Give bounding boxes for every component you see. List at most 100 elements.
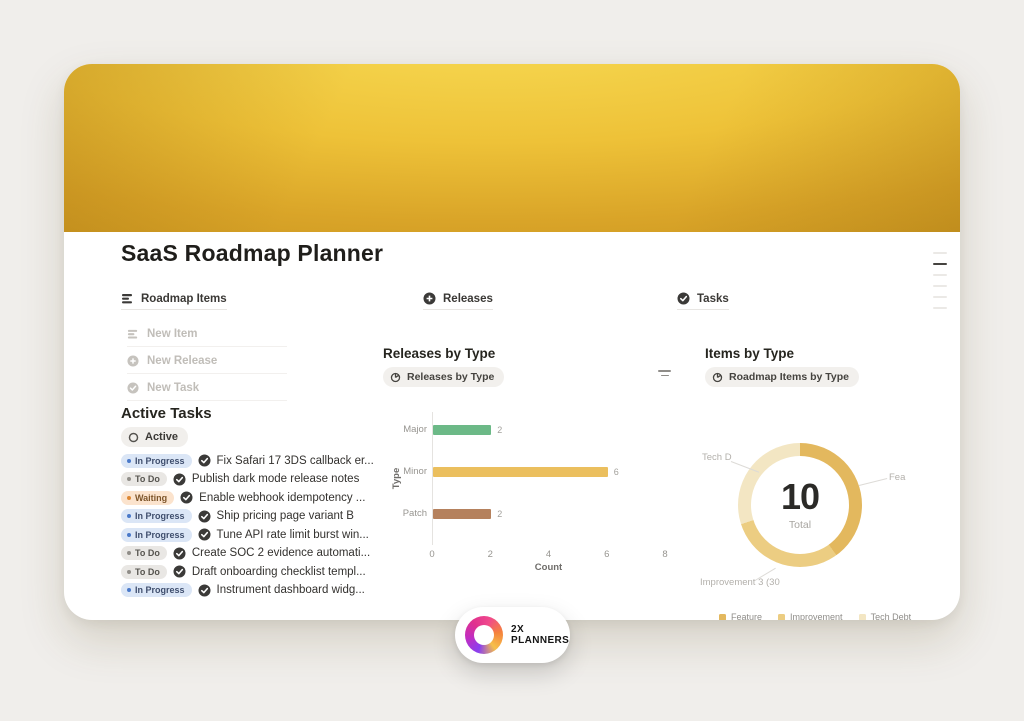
pie-chart-icon — [712, 372, 723, 382]
check-circle-icon — [173, 473, 186, 485]
new-item-button[interactable]: New Item — [127, 326, 287, 347]
donut-callout-improvement: Improvement 3 (30 — [700, 577, 780, 588]
task-row[interactable]: To Do Create SOC 2 evidence automati... — [121, 545, 381, 562]
task-row[interactable]: To Do Draft onboarding checklist templ..… — [121, 563, 381, 580]
task-title: Create SOC 2 evidence automati... — [191, 547, 371, 559]
task-row[interactable]: In Progress Fix Safari 17 3DS callback e… — [121, 452, 381, 469]
tab-label: Releases — [443, 292, 493, 305]
check-circle-icon — [677, 292, 690, 305]
bar-major — [433, 425, 492, 435]
table-of-contents-indicator[interactable] — [933, 252, 947, 309]
tab-label: Tasks — [697, 292, 729, 305]
task-row[interactable]: To Do Publish dark mode release notes — [121, 471, 381, 488]
items-chart-chip[interactable]: Roadmap Items by Type — [705, 367, 860, 387]
releases-chip-label: Releases by Type — [407, 371, 495, 383]
legend-item-feature: Feature — [719, 612, 762, 620]
items-donut-chart: 10 Total — [738, 443, 862, 567]
releases-chart-chip[interactable]: Releases by Type — [383, 367, 505, 387]
x-tick-label: 8 — [662, 549, 668, 560]
bar-minor — [433, 467, 608, 477]
task-title: Enable webhook idempotency ... — [199, 491, 366, 504]
legend-swatch-icon — [858, 613, 866, 620]
bar-category-label: Patch — [402, 508, 427, 519]
rows-icon — [122, 294, 132, 304]
donut-total-value: 10 — [780, 476, 820, 517]
planner-brand-badge[interactable]: 2X PLANNERS — [455, 607, 570, 663]
check-circle-icon — [198, 584, 211, 596]
page-card: SaaS Roadmap Planner Roadmap Items Relea… — [64, 64, 960, 620]
donut-callout-tech-debt: Tech D — [702, 452, 732, 463]
status-badge: To Do — [121, 564, 167, 579]
releases-chart-heading: Releases by Type — [383, 346, 496, 361]
status-dot-icon — [127, 532, 131, 537]
status-dot-icon — [127, 458, 131, 463]
status-dot-icon — [127, 569, 131, 574]
status-dot-icon — [127, 588, 131, 592]
toc-dash — [933, 285, 947, 287]
task-row[interactable]: Waiting Enable webhook idempotency ... — [121, 489, 381, 506]
donut-callout-feature: Fea — [889, 472, 906, 483]
plus-circle-icon — [127, 355, 139, 367]
status-badge: In Progress — [121, 583, 192, 597]
bar-category-label: Major — [403, 424, 427, 435]
status-badge: To Do — [121, 472, 167, 486]
quick-actions: New Item New Release New Task — [127, 326, 287, 401]
legend-swatch-icon — [778, 613, 786, 620]
task-title: Instrument dashboard widg... — [216, 584, 365, 596]
x-tick-label: 0 — [429, 549, 435, 560]
toc-dash — [933, 307, 947, 309]
donut-center: 10 Total — [751, 456, 849, 554]
page-title: SaaS Roadmap Planner — [121, 240, 384, 266]
toc-dash — [933, 274, 947, 276]
bar-value-label: 2 — [497, 509, 503, 519]
bar-category-label: Minor — [403, 466, 427, 477]
y-axis-title: Type — [391, 467, 403, 489]
status-dot-icon — [127, 514, 131, 518]
donut-total-label: Total — [788, 519, 812, 531]
quick-action-label: New Task — [147, 382, 200, 394]
status-dot-icon — [127, 495, 131, 500]
task-row[interactable]: In Progress Ship pricing page variant B — [121, 508, 381, 525]
check-circle-icon — [198, 454, 211, 467]
status-badge: In Progress — [121, 509, 192, 523]
tab-roadmap-items[interactable]: Roadmap Items — [121, 292, 227, 310]
plus-circle-icon — [423, 292, 436, 305]
bar-patch — [433, 509, 492, 519]
quick-action-label: New Release — [147, 355, 218, 367]
task-row[interactable]: In Progress Tune API rate limit burst wi… — [121, 526, 381, 543]
new-task-button[interactable]: New Task — [127, 380, 287, 401]
tab-label: Roadmap Items — [141, 292, 227, 305]
task-title: Tune API rate limit burst win... — [216, 528, 369, 541]
task-list: In Progress Fix Safari 17 3DS callback e… — [121, 452, 381, 599]
donut-legend: Feature Improvement Tech Debt — [719, 612, 911, 620]
bar-value-label: 2 — [497, 425, 503, 435]
task-title: Ship pricing page variant B — [216, 510, 354, 522]
tab-releases[interactable]: Releases — [423, 292, 493, 310]
x-tick-label: 4 — [545, 549, 552, 560]
check-circle-icon — [198, 528, 211, 541]
status-badge: In Progress — [121, 527, 192, 542]
filter-icon[interactable] — [658, 370, 671, 376]
toc-dash — [933, 252, 947, 254]
filter-chip-label: Active — [145, 431, 179, 443]
active-tasks-heading: Active Tasks — [121, 405, 212, 422]
cover-banner — [64, 64, 960, 232]
task-row[interactable]: In Progress Instrument dashboard widg... — [121, 582, 381, 599]
tab-tasks[interactable]: Tasks — [677, 292, 729, 310]
active-filter-chip[interactable]: Active — [121, 427, 189, 447]
circle-icon — [128, 432, 139, 442]
status-dot-icon — [127, 551, 131, 555]
status-badge: To Do — [121, 546, 167, 560]
quick-action-label: New Item — [147, 328, 198, 340]
legend-item-tech-debt: Tech Debt — [858, 612, 911, 620]
task-title: Draft onboarding checklist templ... — [191, 565, 366, 578]
x-tick-label: 2 — [487, 549, 493, 560]
new-release-button[interactable]: New Release — [127, 353, 287, 374]
check-circle-icon — [173, 547, 186, 559]
legend-item-improvement: Improvement — [778, 612, 843, 620]
status-dot-icon — [127, 477, 131, 481]
check-circle-icon — [198, 510, 211, 522]
task-title: Fix Safari 17 3DS callback er... — [216, 454, 374, 467]
items-chip-label: Roadmap Items by Type — [729, 371, 850, 383]
status-badge: In Progress — [121, 453, 192, 468]
